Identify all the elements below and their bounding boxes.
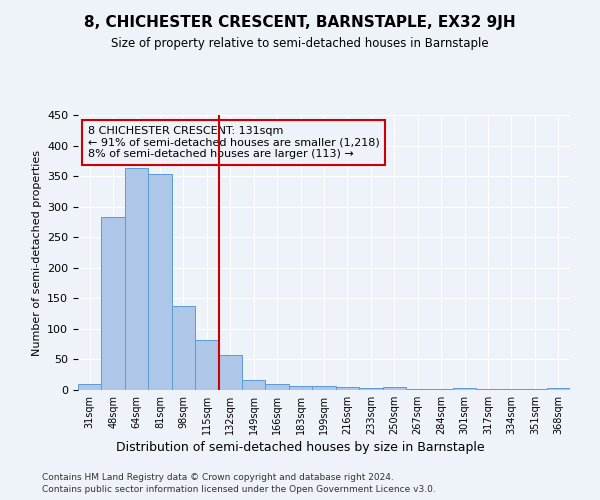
Bar	[359, 388, 383, 390]
Bar	[101, 217, 125, 390]
Text: Distribution of semi-detached houses by size in Barnstaple: Distribution of semi-detached houses by …	[116, 441, 484, 454]
Bar	[218, 355, 242, 390]
Text: Contains HM Land Registry data © Crown copyright and database right 2024.: Contains HM Land Registry data © Crown c…	[42, 472, 394, 482]
Bar	[195, 340, 218, 390]
Text: Contains public sector information licensed under the Open Government Licence v3: Contains public sector information licen…	[42, 485, 436, 494]
Bar	[172, 306, 195, 390]
Bar	[453, 388, 476, 390]
Text: 8 CHICHESTER CRESCENT: 131sqm
← 91% of semi-detached houses are smaller (1,218)
: 8 CHICHESTER CRESCENT: 131sqm ← 91% of s…	[88, 126, 380, 159]
Y-axis label: Number of semi-detached properties: Number of semi-detached properties	[32, 150, 41, 356]
Bar	[242, 380, 265, 390]
Text: Size of property relative to semi-detached houses in Barnstaple: Size of property relative to semi-detach…	[111, 38, 489, 51]
Bar	[289, 386, 312, 390]
Bar	[265, 384, 289, 390]
Bar	[312, 386, 336, 390]
Text: 8, CHICHESTER CRESCENT, BARNSTAPLE, EX32 9JH: 8, CHICHESTER CRESCENT, BARNSTAPLE, EX32…	[84, 15, 516, 30]
Bar	[336, 387, 359, 390]
Bar	[148, 174, 172, 390]
Bar	[547, 388, 570, 390]
Bar	[78, 384, 101, 390]
Bar	[406, 389, 430, 390]
Bar	[383, 387, 406, 390]
Bar	[125, 168, 148, 390]
